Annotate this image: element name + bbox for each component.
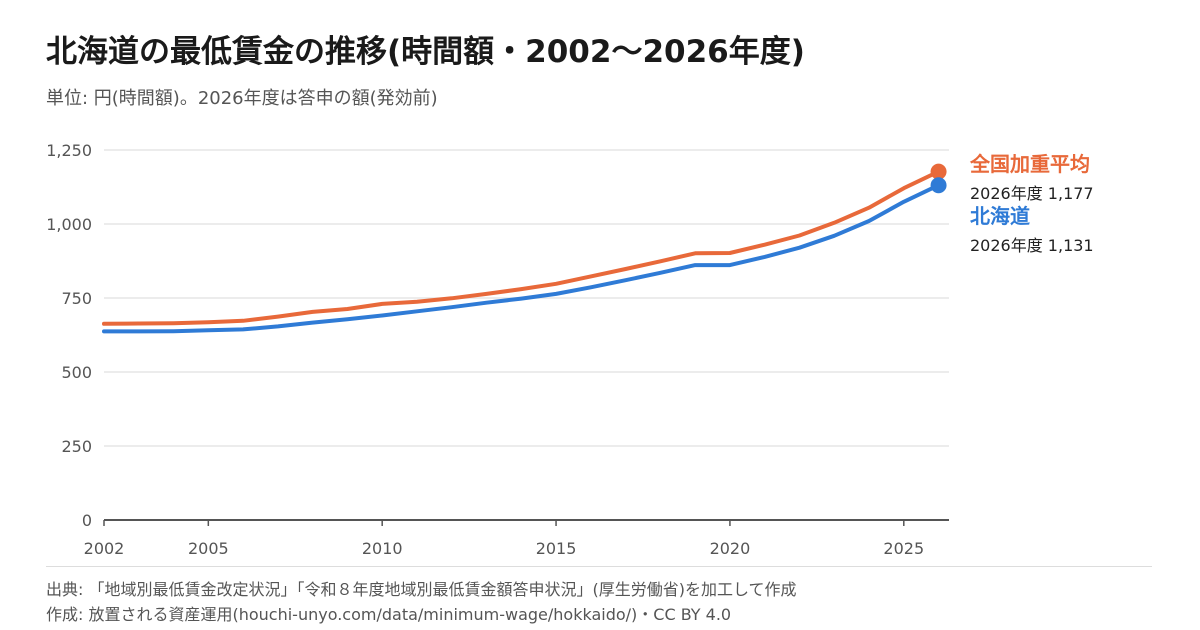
series-name-label-1: 北海道 [970,204,1030,228]
y-tick-label: 1,000 [46,215,92,234]
y-tick-label: 1,250 [46,141,92,160]
x-tick-label: 2002 [84,539,125,558]
series-line-1 [102,183,941,334]
series-name-label-0: 全国加重平均 [969,152,1090,176]
y-tick-label: 250 [61,437,92,456]
grid-lines [104,149,949,447]
series-value-label-0: 2026年度 1,177 [970,184,1094,203]
chart-subtitle: 単位: 円(時間額)。2026年度は答申の額(発効前) [46,88,438,109]
axes: 0 250 500 750 1,000 1,250 2002 2005 2010 2015 2020… [46,141,949,558]
chart-title: 北海道の最低賃金の推移(時間額・2002〜2026年度) [46,34,805,70]
x-tick-label: 2015 [536,539,577,558]
series-lines [102,163,947,334]
series-end-marker-0 [930,163,947,180]
series-value-label-1: 2026年度 1,131 [970,236,1094,255]
series-line-0 [102,169,941,326]
credit-note: 作成: 放置される資産運用(houchi-unyo.com/data/minim… [46,605,732,624]
x-tick-label: 2010 [362,539,403,558]
y-tick-label: 500 [61,363,92,382]
x-tick-label: 2005 [188,539,229,558]
source-note: 出典: 「地域別最低賃金改定状況」「令和８年度地域別最低賃金額答申状況」(厚生労… [46,580,797,599]
y-tick-label: 750 [61,289,92,308]
x-tick-label: 2020 [710,539,751,558]
x-tick-label: 2025 [883,539,924,558]
y-tick-label: 0 [82,511,92,530]
series-end-marker-1 [930,177,947,194]
footer-divider [46,566,1152,567]
